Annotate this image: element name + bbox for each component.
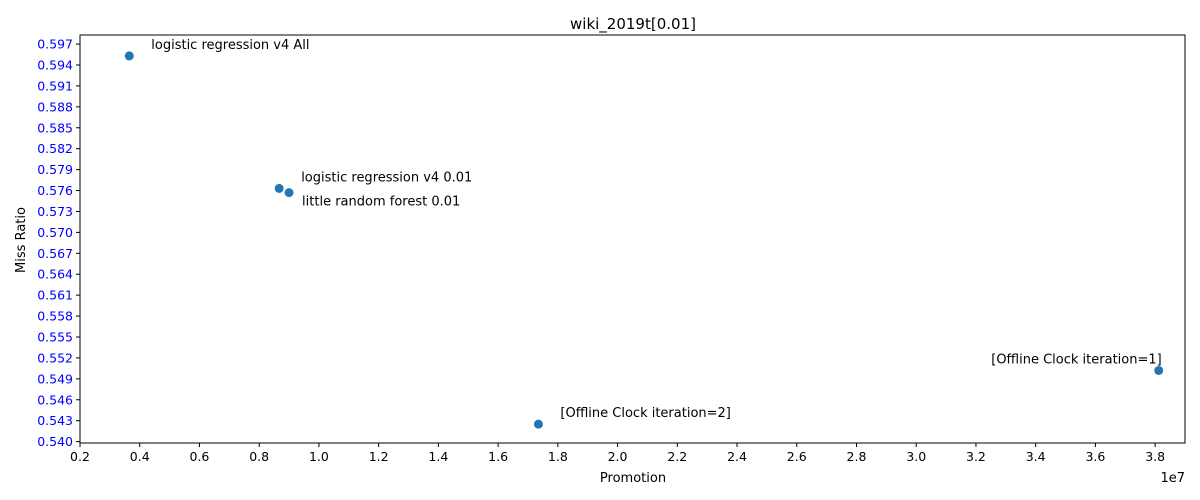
y-tick-label: 0.573 xyxy=(37,204,73,219)
x-axis-offset-label: 1e7 xyxy=(1160,471,1185,486)
x-axis-title: Promotion xyxy=(600,471,666,486)
point-label: little random forest 0.01 xyxy=(302,195,460,210)
y-tick-label: 0.561 xyxy=(37,288,73,303)
data-point xyxy=(274,183,284,193)
x-tick-label: 0.2 xyxy=(70,449,90,464)
x-tick-label: 2.8 xyxy=(847,449,867,464)
y-tick-label: 0.552 xyxy=(37,350,73,365)
x-tick-label: 0.4 xyxy=(130,449,150,464)
y-tick-label: 0.546 xyxy=(37,392,73,407)
x-tick-label: 2.2 xyxy=(667,449,687,464)
x-tick-label: 3.2 xyxy=(966,449,986,464)
x-tick-label: 1.0 xyxy=(309,449,329,464)
y-tick-label: 0.570 xyxy=(37,225,73,240)
x-tick-label: 3.4 xyxy=(1026,449,1046,464)
plot-frame xyxy=(79,34,1186,444)
x-tick-label: 3.0 xyxy=(906,449,926,464)
y-axis-title: Miss Ratio xyxy=(14,207,29,273)
y-tick-label: 0.588 xyxy=(37,99,73,114)
data-point xyxy=(284,188,294,198)
point-label: [Offline Clock iteration=2] xyxy=(560,406,730,421)
y-tick-label: 0.579 xyxy=(37,162,73,177)
points-layer: logistic regression v4 All logistic regre… xyxy=(124,38,1164,429)
point-label: logistic regression v4 0.01 xyxy=(301,170,472,185)
x-tick-label: 1.2 xyxy=(369,449,389,464)
y-tick-label: 0.585 xyxy=(37,120,73,135)
x-tick-label: 0.6 xyxy=(190,449,210,464)
x-tick-label: 0.8 xyxy=(249,449,269,464)
x-tick-label: 2.0 xyxy=(608,449,628,464)
point-label: logistic regression v4 All xyxy=(151,38,309,53)
x-tick-label: 3.6 xyxy=(1085,449,1105,464)
data-point xyxy=(533,419,543,429)
x-tick-label: 3.8 xyxy=(1145,449,1165,464)
data-point xyxy=(124,51,134,61)
point-label: [Offline Clock iteration=1] xyxy=(991,352,1161,367)
y-tick-label: 0.576 xyxy=(37,183,73,198)
x-tick-label: 2.4 xyxy=(727,449,747,464)
y-tick-label: 0.594 xyxy=(37,57,73,72)
x-tick-label: 1.6 xyxy=(488,449,508,464)
y-tick-label: 0.540 xyxy=(37,434,73,449)
data-point xyxy=(1154,365,1164,375)
y-tick-label: 0.555 xyxy=(37,329,73,344)
y-tick-label: 0.558 xyxy=(37,309,73,324)
y-tick-label: 0.543 xyxy=(37,413,73,428)
x-tick-label: 2.6 xyxy=(787,449,807,464)
y-tick-label: 0.567 xyxy=(37,246,73,261)
x-tick-label: 1.8 xyxy=(548,449,568,464)
x-tick-label: 1.4 xyxy=(428,449,448,464)
y-tick-label: 0.564 xyxy=(37,267,73,282)
ticks-layer: 0.2 0.4 0.6 0.8 1.0 1.2 1.4 1.6 1.8 2.0 2.2 2.4 2.6 2… xyxy=(37,37,1165,464)
chart-title: wiki_2019t[0.01] xyxy=(570,15,696,34)
y-tick-label: 0.549 xyxy=(37,371,73,386)
y-tick-label: 0.597 xyxy=(37,37,73,52)
y-tick-label: 0.582 xyxy=(37,141,73,156)
y-tick-label: 0.591 xyxy=(37,78,73,93)
